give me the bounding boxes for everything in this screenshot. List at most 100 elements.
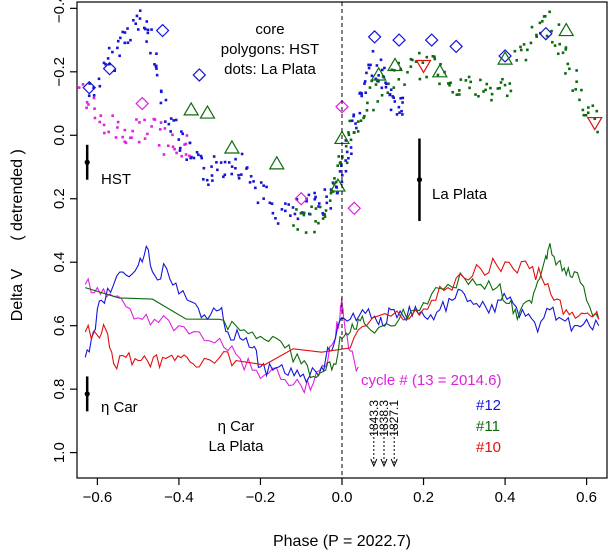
core-dot: [459, 78, 463, 81]
core-dot: [132, 19, 135, 22]
core-dot: [116, 46, 119, 50]
error-bar-point: [84, 159, 90, 165]
core-dot: [197, 153, 200, 157]
core-dot: [469, 80, 473, 84]
core-dot: [489, 86, 492, 90]
core-dot: [219, 161, 223, 164]
core-dot: [370, 79, 374, 83]
hst-marker: [415, 59, 432, 74]
core-dot: [158, 128, 162, 131]
core-dot: [393, 100, 397, 103]
core-dot: [352, 114, 355, 118]
core-dot: [333, 177, 336, 180]
core-dot: [389, 108, 393, 112]
core-dot: [389, 88, 393, 92]
core-dot: [126, 27, 129, 30]
core-dot: [93, 107, 96, 111]
core-dot: [482, 90, 485, 93]
core-dot: [160, 90, 163, 94]
hst-marker: [586, 116, 603, 131]
cycle-legend-12: #12: [476, 397, 501, 414]
core-dot: [167, 122, 171, 126]
core-dot: [237, 176, 241, 180]
core-dot: [352, 131, 356, 134]
core-dot: [295, 208, 298, 211]
core-dot: [155, 73, 159, 77]
core-dot: [535, 35, 538, 39]
etacar-errorbar-label: η Car: [101, 399, 138, 416]
core-dot: [173, 147, 176, 151]
core-dot: [372, 108, 375, 112]
core-dot: [293, 212, 297, 216]
core-dot: [360, 92, 364, 95]
core-dot: [515, 59, 519, 62]
core-dot: [256, 201, 260, 205]
core-dot: [350, 152, 353, 156]
core-dot: [328, 199, 332, 202]
core-dot: [92, 96, 96, 100]
core-dot: [354, 122, 357, 125]
hst-marker: [82, 80, 97, 95]
core-dot: [474, 93, 477, 96]
core-dot: [363, 82, 366, 85]
core-dot: [335, 186, 339, 189]
y-tick-label: 0.6: [51, 315, 68, 336]
core-dot: [401, 96, 405, 100]
core-dot: [234, 157, 237, 161]
core-dot: [530, 25, 534, 29]
core-dot: [375, 64, 379, 67]
y-axis: −0.4 −0.2 0.0 0.2 0.4 0.6 0.8 1.0: [51, 0, 77, 463]
core-dot: [414, 60, 418, 63]
core-dot: [421, 61, 425, 65]
core-dot: [171, 133, 174, 137]
core-dot: [336, 191, 339, 195]
core-dot: [467, 75, 471, 79]
core-dot: [368, 86, 372, 89]
core-dot: [519, 48, 523, 52]
core-dot: [280, 208, 284, 211]
core-dot: [568, 67, 571, 71]
y-axis-label-group: Delta V ( detrended ): [9, 149, 26, 321]
laplata-errorbar-label: La Plata: [432, 186, 488, 203]
core-dot: [392, 96, 395, 100]
bottom-title-laplata: La Plata: [208, 438, 264, 455]
x-axis: −0.6 −0.4 −0.2 0.0 0.2 0.4 0.6: [83, 478, 597, 506]
bottom-title-etacar: η Car: [218, 418, 255, 435]
core-dot: [360, 94, 364, 98]
core-dot: [498, 86, 501, 90]
core-dot: [134, 22, 138, 25]
core-legend-laplata: dots: La Plata: [224, 61, 316, 78]
x-tick-label: 0.0: [332, 489, 353, 506]
core-dot: [376, 100, 380, 103]
core-dot: [490, 92, 494, 96]
core-dot: [116, 120, 120, 124]
core-dot: [205, 178, 209, 182]
plot-area: [77, 9, 603, 412]
core-dot: [314, 207, 318, 210]
core-dot: [439, 62, 442, 66]
core-dot: [237, 173, 240, 177]
core-dot: [586, 111, 590, 115]
core-dot: [529, 41, 533, 45]
core-dot: [163, 120, 167, 123]
core-dot: [367, 66, 371, 70]
hst-marker: [223, 139, 240, 154]
core-dot: [77, 86, 81, 89]
core-dot: [144, 27, 147, 31]
core-dot: [587, 106, 590, 109]
core-dot: [85, 106, 88, 110]
core-dot: [227, 161, 231, 164]
core-dot: [171, 145, 175, 149]
core-legend-hst: polygons: HST: [221, 41, 319, 58]
core-dot: [323, 212, 326, 216]
core-dot: [207, 183, 210, 187]
core-dot: [323, 188, 327, 191]
core-dot: [259, 181, 263, 184]
core-dot: [581, 108, 585, 112]
core-dot: [490, 98, 493, 102]
core-dot: [345, 150, 349, 154]
core-dot: [291, 206, 295, 209]
core-dot: [302, 211, 306, 215]
core-dot: [479, 78, 482, 82]
core-dot: [121, 135, 124, 139]
